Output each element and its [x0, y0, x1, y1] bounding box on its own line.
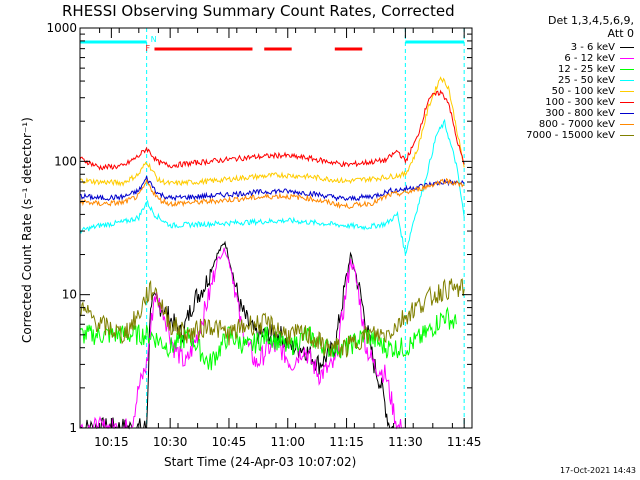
legend-entry: 100 - 300 keV [474, 97, 634, 108]
legend-label: 50 - 100 keV [551, 86, 615, 97]
night-flag-label: N [151, 35, 157, 44]
series-line [79, 118, 465, 256]
legend-swatch [620, 102, 634, 103]
legend-entry: 800 - 7000 keV [474, 119, 634, 130]
flag-bars: NF [79, 28, 465, 428]
legend-label: 3 - 6 keV [570, 42, 615, 53]
y-tick-label: 1000 [46, 21, 77, 35]
chart-title: RHESSI Observing Summary Count Rates, Co… [62, 2, 455, 20]
detector-line: Det 1,3,4,5,6,9, [547, 14, 634, 27]
legend: 3 - 6 keV 6 - 12 keV 12 - 25 keV 25 - 50 ke… [474, 42, 634, 141]
x-tick-label: 11:00 [270, 435, 305, 449]
legend-label: 800 - 7000 keV [538, 119, 615, 130]
legend-entry: 300 - 800 keV [474, 108, 634, 119]
legend-swatch [620, 113, 634, 114]
flare-flag-label: F [145, 44, 150, 53]
legend-label: 7000 - 15000 keV [526, 130, 615, 141]
y-axis-label: Corrected Count Rate (s⁻¹ detector⁻¹) [20, 117, 34, 343]
legend-entry: 6 - 12 keV [474, 53, 634, 64]
legend-swatch [620, 124, 634, 125]
footer-date: 17-Oct-2021 14:43 [560, 466, 636, 475]
x-tick-label: 10:15 [94, 435, 129, 449]
legend-label: 100 - 300 keV [545, 97, 615, 108]
legend-label: 12 - 25 keV [557, 64, 615, 75]
attenuator-line: Att 0 [607, 27, 634, 40]
y-tick-label: 10 [62, 288, 77, 302]
legend-swatch [620, 69, 634, 70]
axes: 1 10 100 1000 10:15 10:30 10:45 11:00 11:15 11:30… [46, 21, 481, 449]
legend-label: 300 - 800 keV [545, 108, 615, 119]
legend-swatch [620, 91, 634, 92]
legend-entry: 3 - 6 keV [474, 42, 634, 53]
series-line [79, 247, 406, 430]
legend-swatch [620, 47, 634, 48]
x-axis-label: Start Time (24-Apr-03 10:07:02) [164, 455, 357, 469]
x-tick-label: 10:30 [153, 435, 188, 449]
legend-swatch [620, 58, 634, 59]
series-line [79, 177, 465, 209]
series-line [79, 175, 465, 202]
y-tick-label: 100 [54, 154, 77, 168]
series-line [79, 306, 457, 371]
legend-entry: 50 - 100 keV [474, 86, 634, 97]
series-line [79, 89, 465, 171]
legend-entry: 25 - 50 keV [474, 75, 634, 86]
detector-info: Det 1,3,4,5,6,9, Att 0 [548, 14, 634, 40]
y-tick-label: 1 [69, 421, 77, 435]
series-line [79, 76, 465, 187]
x-tick-label: 10:45 [212, 435, 247, 449]
plot-frame [79, 27, 473, 429]
legend-swatch [620, 135, 634, 136]
legend-label: 25 - 50 keV [557, 75, 615, 86]
legend-entry: 12 - 25 keV [474, 64, 634, 75]
legend-swatch [620, 80, 634, 81]
legend-entry: 7000 - 15000 keV [474, 130, 634, 141]
x-tick-label: 11:15 [329, 435, 364, 449]
data-series [79, 76, 465, 430]
series-line [79, 278, 465, 358]
x-tick-label: 11:45 [447, 435, 482, 449]
x-tick-label: 11:30 [388, 435, 423, 449]
legend-label: 6 - 12 keV [564, 53, 615, 64]
